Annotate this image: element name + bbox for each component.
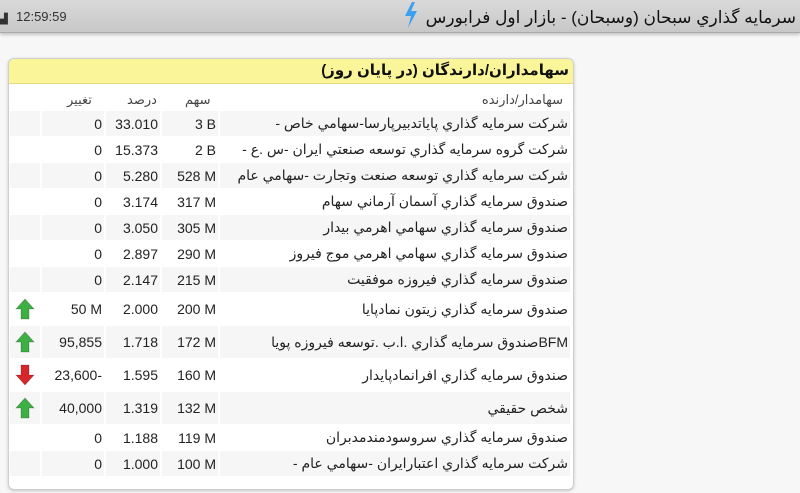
shares-cell: 528 M	[162, 163, 218, 188]
table-row[interactable]: 0 3.050 305 M صندوق سرمايه گذاري سهامي اهرم…	[10, 215, 570, 240]
trend-cell	[10, 392, 40, 424]
change-cell: 50 M	[70, 301, 102, 317]
shares-cell: 305 M	[162, 215, 218, 240]
signal-icon: ▟	[0, 14, 8, 25]
change-cell: 0	[94, 245, 102, 262]
trend-cell	[10, 163, 40, 188]
trend-cell	[10, 241, 40, 266]
table-row[interactable]: 40,000 1.319 132 M شخص حقيقي	[10, 392, 570, 424]
shares-cell: 200 M	[177, 301, 216, 317]
shares-cell: 132 M	[162, 392, 218, 424]
percent-cell: 3.050	[106, 215, 160, 240]
holder-cell: صندوق سرمايه گذاري سهامي اهرمي بيدار	[220, 215, 570, 240]
change-cell: 0	[42, 215, 104, 240]
holder-cell: شركت گروه سرمايه گذاري توسعه صنعتي ايران…	[242, 141, 568, 157]
percent-cell: 1.319	[106, 392, 160, 424]
percent-cell: 1.595	[122, 367, 158, 383]
holder-cell: شركت سرمايه گذاري توسعه صنعت وتجارت -سها…	[220, 163, 570, 188]
shares-cell: 317 M	[177, 193, 216, 210]
change-cell: 0	[42, 267, 104, 292]
shares-cell: 172 M	[162, 326, 218, 358]
holder-cell: صندوق سرمايه گذاري فيروزه موفقيت	[220, 267, 570, 292]
holder-cell: BFMصندوق سرمايه گذاري .ا.ب .توسعه فيروزه…	[220, 326, 570, 358]
shares-cell: 290 M	[177, 245, 216, 262]
percent-cell: 1.000	[106, 451, 160, 476]
table-header: سهامدار/دارنده سهم درصد تغيير	[9, 84, 573, 110]
holder-cell: صندوق سرمايه گذاري آسمان آرماني سهام	[321, 193, 568, 209]
shares-cell: 3 B	[162, 111, 218, 136]
trend-cell	[10, 326, 40, 358]
percent-cell: 33.010	[106, 111, 160, 136]
change-cell: 23,600-	[54, 367, 102, 383]
card-title: سهامداران/دارندگان (در پايان روز)	[9, 59, 573, 84]
holder-cell: شخص حقيقي	[220, 392, 570, 424]
holder-cell: صندوق سرمايه گذاري افرانمادپايدار	[362, 366, 568, 383]
trend-cell	[10, 111, 40, 136]
table-row[interactable]: 23,600- 1.595 160 M صندوق سرمايه گذاري افرا…	[10, 359, 570, 391]
change-cell: 0	[42, 163, 104, 188]
trend-cell	[10, 425, 40, 450]
holder-cell: صندوق سرمايه گذاري زيتون نمادپايا	[361, 300, 568, 317]
change-cell: 0	[42, 451, 104, 476]
arrow-up-icon	[15, 397, 35, 419]
col-shares: سهم	[185, 92, 211, 107]
percent-cell: 3.174	[122, 193, 158, 210]
arrow-up-icon	[15, 331, 35, 353]
change-cell: 0	[42, 111, 104, 136]
page-title: سرمايه گذاري سبحان (وسبحان) - بازار اول …	[425, 8, 796, 27]
percent-cell: 15.373	[115, 141, 158, 158]
trend-cell	[10, 215, 40, 240]
arrow-up-icon	[15, 298, 35, 320]
shareholders-table: 0 33.010 3 B شركت سرمايه گذاري پاياتدبيرپار…	[9, 110, 572, 477]
percent-cell: 2.147	[106, 267, 160, 292]
top-bar: ▟ 12:59:59 سرمايه گذاري سبحان (وسبحان) -…	[0, 0, 800, 33]
trend-cell	[10, 267, 40, 292]
lightning-icon	[403, 2, 419, 34]
table-row[interactable]: 0 5.280 528 M شركت سرمايه گذاري توسعه صنعت …	[10, 163, 570, 188]
shares-cell: 100 M	[162, 451, 218, 476]
table-row[interactable]: 50 M 2.000 200 M صندوق سرمايه گذاري زيتون ن…	[10, 293, 570, 325]
shares-cell: 160 M	[177, 367, 216, 383]
table-row[interactable]: 0 2.897 290 M صندوق سرمايه گذاري سهامي اهرم…	[10, 241, 570, 266]
percent-cell: 1.188	[122, 429, 158, 446]
trend-cell	[10, 451, 40, 476]
table-row[interactable]: 0 1.000 100 M شركت سرمايه گذاري اعتبارايران…	[10, 451, 570, 476]
percent-cell: 2.000	[122, 301, 158, 317]
change-cell: 95,855	[42, 326, 104, 358]
arrow-down-icon	[15, 364, 35, 386]
holder-cell: شركت سرمايه گذاري اعتبارايران -سهامي عام…	[220, 451, 570, 476]
percent-cell: 2.897	[122, 245, 158, 262]
shares-cell: 119 M	[178, 429, 216, 446]
change-cell: 0	[94, 193, 102, 210]
table-row[interactable]: 0 2.147 215 M صندوق سرمايه گذاري فيروزه موف…	[10, 267, 570, 292]
trend-cell	[10, 137, 40, 162]
col-holder: سهامدار/دارنده	[481, 92, 563, 107]
table-row[interactable]: 0 1.188 119 M صندوق سرمايه گذاري سروسودمندم…	[10, 425, 570, 450]
percent-cell: 5.280	[106, 163, 160, 188]
holder-cell: صندوق سرمايه گذاري سروسودمندمدبران	[325, 429, 568, 445]
shareholders-card: سهامداران/دارندگان (در پايان روز) سهامدا…	[8, 58, 574, 490]
holder-cell: شركت سرمايه گذاري پاياتدبيرپارسا-سهامي خ…	[220, 111, 570, 136]
percent-cell: 1.718	[106, 326, 160, 358]
col-percent: درصد	[127, 92, 157, 107]
table-row[interactable]: 0 33.010 3 B شركت سرمايه گذاري پاياتدبيرپار…	[10, 111, 570, 136]
change-cell: 0	[94, 429, 102, 446]
change-cell: 40,000	[42, 392, 104, 424]
col-change: تغيير	[67, 92, 92, 107]
trend-cell	[10, 359, 40, 391]
trend-cell	[10, 293, 40, 325]
holder-cell: صندوق سرمايه گذاري سهامي اهرمي موج فيروز	[289, 245, 568, 261]
shares-cell: 2 B	[194, 141, 216, 158]
clock: 12:59:59	[16, 9, 67, 24]
change-cell: 0	[94, 141, 102, 158]
shares-cell: 215 M	[162, 267, 218, 292]
table-row[interactable]: 0 3.174 317 M صندوق سرمايه گذاري آسمان آرما…	[10, 189, 570, 214]
table-row[interactable]: 95,855 1.718 172 M BFMصندوق سرمايه گذاري .ا…	[10, 326, 570, 358]
table-row[interactable]: 0 15.373 2 B شركت گروه سرمايه گذاري توسعه ص…	[10, 137, 570, 162]
trend-cell	[10, 189, 40, 214]
